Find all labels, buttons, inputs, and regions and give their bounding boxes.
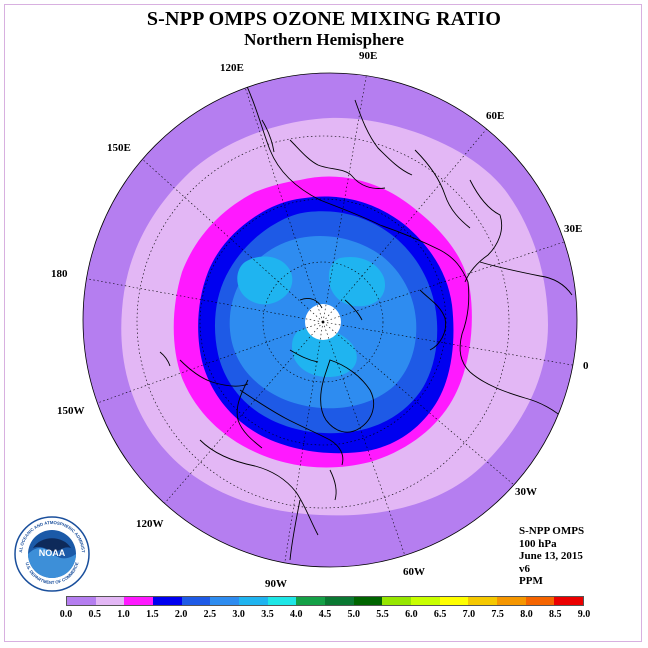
- colorbar: [66, 596, 584, 606]
- colorbar-tick-label: 3.5: [261, 609, 274, 620]
- info-units: PPM: [519, 575, 543, 587]
- info-level: 100 hPa: [519, 537, 557, 550]
- meridians: [83, 73, 577, 567]
- info-satellite: S-NPP OMPS: [519, 525, 585, 537]
- colorbar-tick-label: 7.0: [462, 609, 476, 620]
- colorbar-segment: [382, 597, 412, 605]
- colorbar-tick-label: 6.5: [433, 609, 447, 620]
- colorbar-segment: [210, 597, 240, 605]
- colorbar-tick-label: 3.0: [232, 609, 245, 620]
- colorbar-segment: [153, 597, 182, 605]
- colorbar-segment: [325, 597, 354, 605]
- colorbar-segment: [525, 597, 555, 605]
- colorbar-segment: [239, 597, 268, 605]
- coastlines: [159, 73, 573, 561]
- colorbar-segment: [497, 597, 526, 605]
- info-version: v6: [519, 562, 530, 575]
- lon-label-180: 180: [51, 268, 68, 280]
- colorbar-tick-label: 7.5: [491, 609, 504, 620]
- map-subtitle: Northern Hemisphere: [244, 30, 404, 49]
- colorbar-tick-label: 6.0: [405, 609, 418, 620]
- colorbar-tick-label: 0.0: [59, 609, 73, 620]
- colorbar-labels: 0.0 0.5 1.0 1.5 2.0 2.5 3.0 3.5 4.0 4.5 5.0 5.5 6.0 6…: [0, 609, 648, 623]
- lon-label-150e: 150E: [107, 142, 131, 154]
- colorbar-tick-label: 9.0: [577, 609, 591, 620]
- colorbar-tick-label: 1.5: [146, 609, 159, 620]
- colorbar-tick-label: 5.5: [376, 609, 389, 620]
- colorbar-segment: [296, 597, 326, 605]
- lon-label-0: 0: [583, 360, 589, 372]
- colorbar-segment: [439, 597, 469, 605]
- colorbar-tick-label: 2.5: [203, 609, 217, 620]
- colorbar-segment: [267, 597, 297, 605]
- lon-label-90e: 90E: [359, 50, 378, 62]
- colorbar-tick-label: 8.5: [548, 609, 562, 620]
- colorbar-segment: [468, 597, 498, 605]
- colorbar-tick-label: 0.5: [88, 609, 102, 620]
- colorbar-tick-label: 4.0: [289, 609, 303, 620]
- lon-label-120w: 120W: [136, 518, 164, 530]
- lon-label-60e: 60E: [486, 110, 505, 122]
- lon-label-30e: 30E: [564, 223, 583, 235]
- colorbar-segment: [411, 597, 440, 605]
- colorbar-segment: [95, 597, 125, 605]
- colorbar-tick-label: 1.0: [117, 609, 130, 620]
- colorbar-tick-label: 4.5: [318, 609, 332, 620]
- map-title: S-NPP OMPS OZONE MIXING RATIO: [146, 8, 502, 30]
- lon-label-30w: 30W: [515, 486, 537, 498]
- colorbar-segment: [353, 597, 383, 605]
- lon-label-90w: 90W: [265, 578, 287, 590]
- colorbar-tick-label: 2.0: [174, 609, 188, 620]
- latitude-circles: [136, 135, 510, 509]
- colorbar-segment: [67, 597, 96, 605]
- info-block: S-NPP OMPS 100 hPa June 13, 2015 v6 PPM: [519, 525, 584, 588]
- figure-frame: [4, 4, 642, 642]
- lon-label-60w: 60W: [403, 566, 425, 578]
- info-date: June 13, 2015: [519, 550, 583, 562]
- lon-label-150w: 150W: [57, 405, 85, 417]
- colorbar-tick-label: 5.0: [347, 609, 361, 620]
- colorbar-segment: [554, 597, 584, 605]
- colorbar-segment: [124, 597, 154, 605]
- colorbar-tick-label: 8.0: [520, 609, 533, 620]
- colorbar-segment: [181, 597, 211, 605]
- logo-wordmark: NOAA: [39, 548, 66, 558]
- noaa-logo: NOAA NATIONAL OCEANIC AND ATMOSPHERIC AD…: [13, 515, 90, 592]
- lon-label-120e: 120E: [220, 62, 244, 74]
- contour-band-3-0: [237, 256, 386, 378]
